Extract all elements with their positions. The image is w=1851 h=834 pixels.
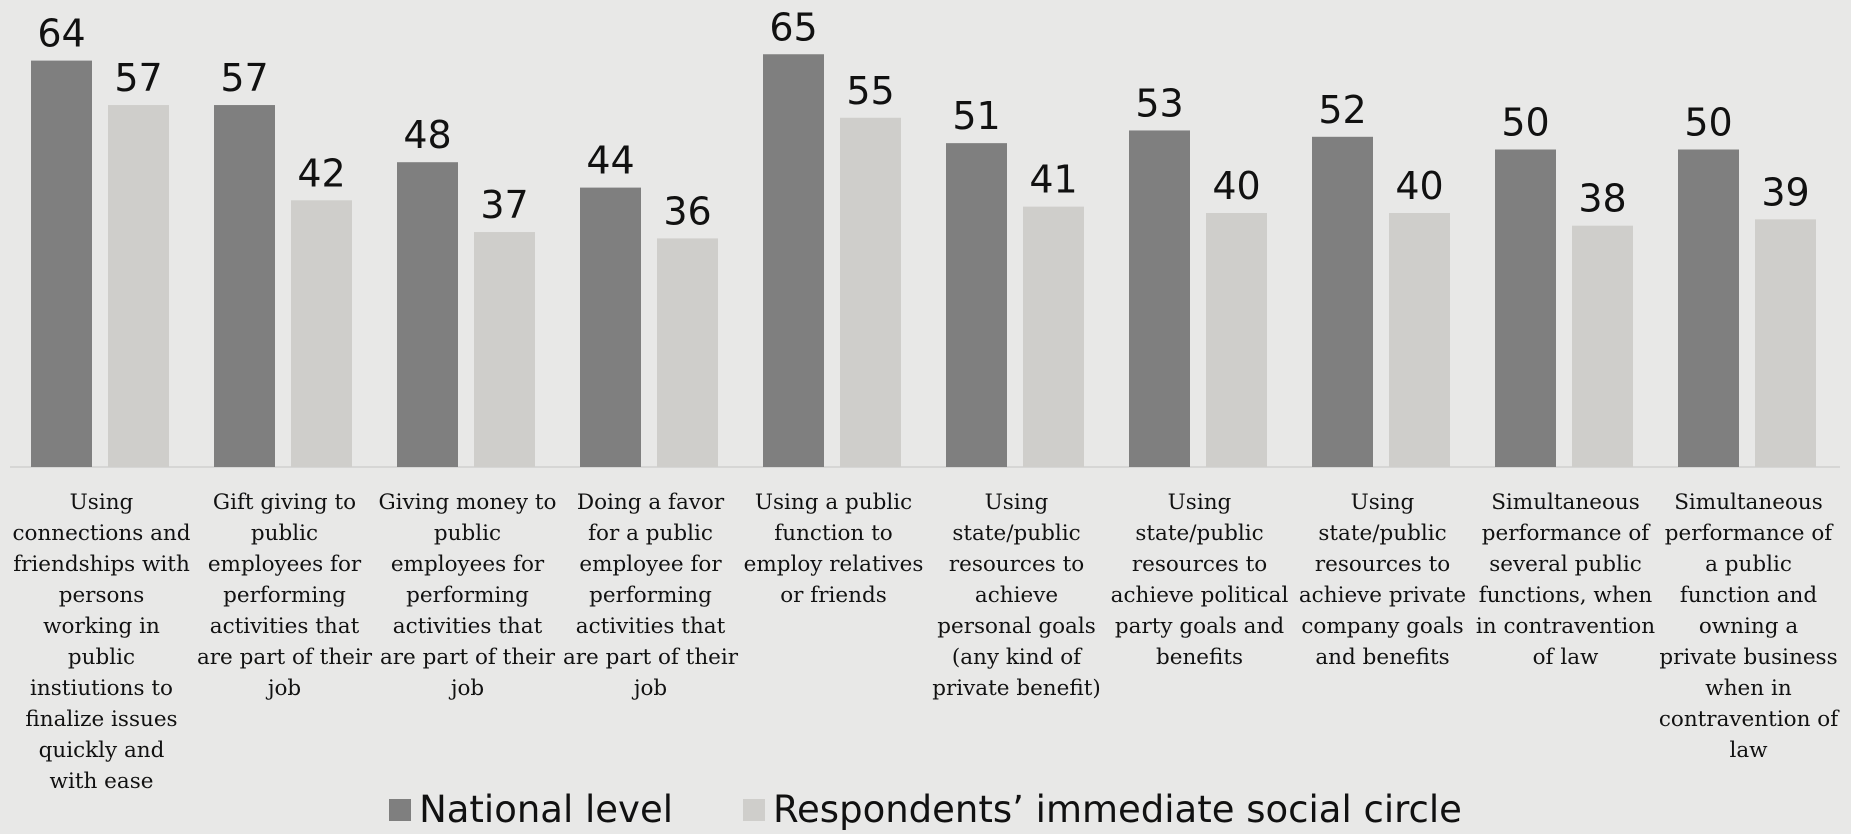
data-label-social-circle-8: 40 — [1395, 164, 1443, 208]
bars-group — [31, 54, 1816, 468]
data-label-national-8: 52 — [1318, 88, 1366, 132]
category-label-10: Simultaneous performance of a public fun… — [1658, 490, 1839, 763]
legend-swatch-social-circle — [743, 798, 765, 821]
bar-national-6 — [946, 143, 1007, 467]
category-label-6: Using state/public resources to achieve … — [932, 490, 1101, 701]
bar-national-9 — [1495, 149, 1556, 467]
bar-national-4 — [580, 187, 641, 467]
data-label-social-circle-3: 37 — [480, 183, 528, 227]
data-label-social-circle-4: 36 — [663, 189, 711, 233]
bar-social-circle-6 — [1023, 206, 1084, 467]
bar-social-circle-7 — [1206, 213, 1267, 467]
legend-item-national: National level — [389, 788, 673, 831]
category-label-2: Gift giving to public employees for perf… — [196, 490, 373, 701]
data-label-national-2: 57 — [220, 56, 268, 100]
legend-label-social-circle: Respondents’ immediate social circle — [773, 788, 1462, 831]
category-label-7: Using state/public resources to achieve … — [1110, 490, 1289, 670]
data-label-national-5: 65 — [769, 5, 817, 49]
data-label-national-4: 44 — [586, 139, 634, 183]
category-label-9: Simultaneous performance of several publ… — [1475, 490, 1656, 670]
bar-social-circle-4 — [657, 238, 718, 467]
legend-label-national: National level — [419, 788, 673, 831]
bar-social-circle-10 — [1755, 219, 1816, 467]
bar-social-circle-5 — [840, 117, 901, 467]
bar-social-circle-1 — [108, 105, 169, 468]
data-label-national-7: 53 — [1135, 81, 1183, 125]
data-label-social-circle-2: 42 — [297, 151, 345, 195]
bar-national-3 — [397, 162, 458, 467]
bar-social-circle-2 — [291, 200, 352, 468]
legend-swatch-national — [389, 798, 412, 821]
data-label-social-circle-9: 38 — [1578, 177, 1626, 221]
bar-social-circle-3 — [474, 232, 535, 467]
bar-social-circle-8 — [1389, 213, 1450, 467]
data-label-national-6: 51 — [952, 94, 1000, 138]
data-label-national-1: 64 — [37, 12, 85, 56]
category-label-8: Using state/public resources to achieve … — [1298, 490, 1467, 670]
category-label-1: Using connections and friendships with p… — [12, 490, 191, 794]
bar-national-2 — [214, 105, 275, 468]
bar-national-10 — [1678, 149, 1739, 467]
legend-item-social-circle: Respondents’ immediate social circle — [743, 788, 1462, 831]
data-label-national-10: 50 — [1684, 101, 1732, 145]
bar-national-1 — [31, 60, 92, 467]
data-label-social-circle-7: 40 — [1212, 164, 1260, 208]
bar-national-5 — [763, 54, 824, 467]
data-label-social-circle-6: 41 — [1029, 158, 1077, 202]
category-label-5: Using a public function to employ relati… — [743, 490, 924, 608]
bar-national-7 — [1129, 130, 1190, 467]
data-labels-group: 64 57 57 42 48 37 44 36 65 55 51 41 53 40 52 40 50 38 50 39 — [37, 5, 1809, 233]
data-label-social-circle-1: 57 — [114, 56, 162, 100]
data-label-social-circle-5: 55 — [846, 69, 894, 113]
legend: National level Respondents’ immediate so… — [0, 788, 1851, 831]
bar-national-8 — [1312, 136, 1373, 468]
bar-social-circle-9 — [1572, 225, 1633, 467]
category-label-3: Giving money to public employees for per… — [378, 490, 557, 701]
data-label-national-3: 48 — [403, 113, 451, 157]
data-label-national-9: 50 — [1501, 101, 1549, 145]
data-label-social-circle-10: 39 — [1761, 170, 1809, 214]
category-label-4: Doing a favor for a public employee for … — [562, 490, 739, 701]
